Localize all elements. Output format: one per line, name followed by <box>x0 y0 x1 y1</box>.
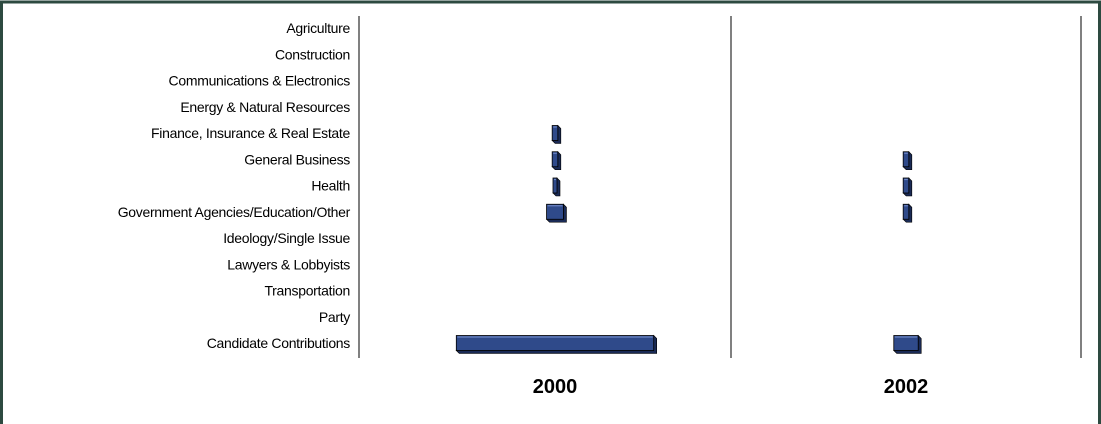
category-label: Party <box>319 309 350 325</box>
panel-label: 2000 <box>533 376 578 398</box>
category-label: Agriculture <box>286 20 350 36</box>
bar <box>893 334 922 354</box>
bar <box>902 203 913 223</box>
bar <box>902 151 913 171</box>
bar <box>551 151 562 171</box>
category-label: Transportation <box>264 283 350 299</box>
bar <box>902 177 913 197</box>
bar <box>551 124 562 144</box>
category-label: Finance, Insurance & Real Estate <box>151 125 350 141</box>
category-label: Communications & Electronics <box>169 73 351 89</box>
category-label: Ideology/Single Issue <box>223 230 350 246</box>
chart-panels: 2000 2002 <box>358 16 1082 398</box>
panel-label: 2002 <box>884 376 929 398</box>
category-label: Lawyers & Lobbyists <box>227 256 350 272</box>
category-label: Government Agencies/Education/Other <box>118 204 351 220</box>
bar <box>545 203 567 223</box>
category-label: Candidate Contributions <box>207 335 351 351</box>
category-label: Construction <box>275 46 350 62</box>
category-label: Health <box>311 178 350 194</box>
category-labels: Agriculture Construction Communications & … <box>118 20 351 351</box>
category-label: General Business <box>244 151 350 167</box>
bar <box>552 177 561 197</box>
category-label: Energy & Natural Resources <box>180 99 350 115</box>
bar <box>455 334 658 354</box>
